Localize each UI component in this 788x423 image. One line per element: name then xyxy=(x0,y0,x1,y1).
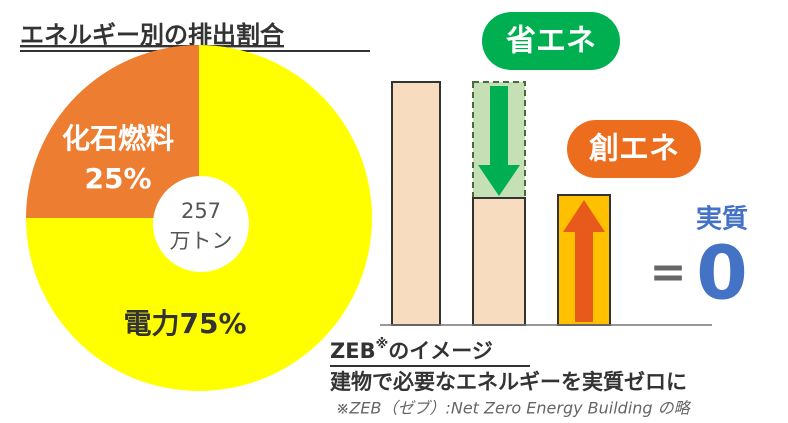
net-label: 実質 xyxy=(696,204,748,235)
total-unit: 万トン xyxy=(170,229,233,253)
caption-text: 建物で必要なエネルギーを実質ゼロに xyxy=(330,370,687,394)
caption-mark: ※ xyxy=(376,337,389,352)
center-hole xyxy=(153,176,249,272)
caption-zeb: ZEB xyxy=(330,339,376,363)
slice-category: 電力 xyxy=(123,307,179,340)
slice-category: 化石燃料 xyxy=(62,122,174,155)
caption-title: ZEB※のイメージ xyxy=(330,337,493,364)
slice-value-label: 25% xyxy=(84,162,151,195)
save-badge xyxy=(482,12,620,70)
slice-label: 電力75% xyxy=(123,307,246,340)
down-arrow xyxy=(478,86,520,196)
chart-title: エネルギー別の排出割合 xyxy=(20,21,285,49)
slice-value-label: 75% xyxy=(179,307,246,340)
baseline-bar xyxy=(391,81,441,326)
total-value: 257 xyxy=(181,199,221,223)
equals: = xyxy=(650,247,687,298)
net-value: 0 xyxy=(696,231,748,317)
up-arrow xyxy=(563,200,605,322)
pie-slice xyxy=(26,45,199,218)
reduced-bar xyxy=(472,197,526,326)
create-label: 創エネ xyxy=(589,132,679,167)
footnote: ※ZEB（ゼブ）:Net Zero Energy Building の略 xyxy=(336,399,692,418)
create-badge xyxy=(567,120,701,178)
caption-suffix: のイメージ xyxy=(388,339,493,363)
save-label: 省エネ xyxy=(506,24,596,59)
